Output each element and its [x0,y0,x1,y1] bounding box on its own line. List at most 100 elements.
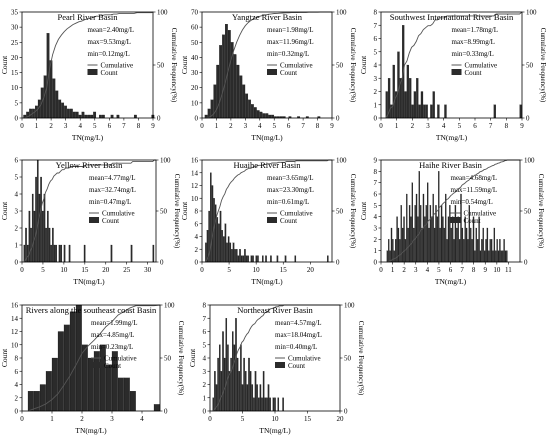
chart-panel-6: 0 1 2 3 4 5 6 7 8 9 10 110123456789050100TN(mg/L)Co… [359,157,545,287]
x-axis-label: TN(mg/L) [259,426,291,435]
bar [428,227,430,263]
y2-tick-label: 50 [526,62,534,70]
x-axis-label: TN(mg/L) [436,133,468,142]
stat-label: max=9.53mg/L [88,38,131,46]
x-tick-label: 0 [379,266,383,274]
bar [431,216,433,263]
bar [492,250,494,263]
legend-bar-swatch [91,362,101,368]
y-tick-label: 16 [11,302,19,310]
y-tick-label: 6 [374,191,378,199]
bar [256,384,258,412]
bar [110,244,113,263]
x-tick-label: 1 [395,122,399,130]
chart-panel-2: 0 1 2 3 4 5 6 7 8 9010203040506070050100TN(mg/L)C… [180,9,357,143]
y2-tick-label: 50 [157,62,165,70]
y-tick-label: 3 [15,208,19,216]
bar [69,108,73,119]
y-tick-label: 20 [191,84,199,92]
bar [225,318,228,412]
bar [463,239,465,263]
bar [235,318,237,412]
bar [423,104,426,119]
bar [456,227,458,263]
y-tick-label: 8 [203,302,207,310]
bar [248,99,251,119]
legend-label-count: Count [465,69,482,77]
x-axis-label: TN(mg/L) [435,277,467,286]
y2-tick-label: 100 [336,157,347,165]
bar [251,104,254,119]
legend-label-cumulative: Cumulative [104,355,137,363]
bar [265,113,269,119]
y-tick-label: 0 [203,408,207,416]
bar [253,107,257,119]
bar [461,227,464,263]
bar [265,255,267,263]
bar [255,255,258,263]
bar [420,205,422,263]
bar [234,249,236,263]
bar [417,216,419,263]
bar [413,91,417,119]
legend-label-cumulative: Cumulative [280,62,313,70]
y2-tick-label: 100 [526,9,537,17]
bar [410,216,412,263]
bar [245,93,249,119]
y-tick-label: 16 [191,157,199,165]
stat-label: mean=2.40mg/L [88,26,135,34]
bar [409,78,412,119]
bar [440,205,443,263]
bar [61,102,65,119]
bar [274,397,276,412]
bar [327,255,329,263]
bar [262,113,266,119]
y-axis-label: Count [359,55,368,74]
bar [117,377,124,412]
stat-label: min=0.33mg/L [452,50,494,58]
y-tick-label: 25 [11,39,19,47]
legend-label-count: Count [102,217,119,225]
bar [64,105,67,119]
y-tick-label: 6 [15,368,19,376]
stat-label: min=0.61mg/L [267,198,309,206]
y-tick-label: 14 [191,169,199,177]
legend-bar-swatch [451,69,462,75]
bar [228,371,231,412]
x-tick-label: 8 [505,122,509,130]
y-axis-label: Count [180,201,189,220]
y-tick-label: 7 [374,179,378,187]
y-tick-label: 5 [15,174,19,182]
x-tick-label: 5 [241,415,245,423]
x-tick-label: 6 [287,122,291,130]
x-tick-label: 3 [110,415,114,423]
stat-label: mean=1.98mg/L [267,26,314,34]
stat-label: mean=4.77mg/L [89,174,136,182]
bar [474,250,476,263]
y-tick-label: 2 [15,225,19,233]
chart-title: Southwest International River Basin [390,12,514,22]
x-tick-label: 3 [414,266,418,274]
bar [272,397,275,412]
bar [55,90,59,119]
stat-label: mean=1.78mg/L [452,26,499,34]
bar [43,193,46,263]
bar [416,78,419,119]
x-tick-label: 0 [20,266,24,274]
bar [438,171,440,263]
bar [452,216,454,263]
bar [27,391,34,412]
bar [236,64,240,119]
y2-tick-label: 0 [524,259,528,267]
y-tick-label: 4 [203,355,207,363]
bar [222,34,225,119]
bar [223,236,225,263]
cumulative-curve [23,159,156,263]
y-tick-label: 15 [11,69,19,77]
bar [38,193,41,263]
legend-label-count: Count [104,362,121,370]
bar [52,227,54,263]
bar [397,227,400,263]
